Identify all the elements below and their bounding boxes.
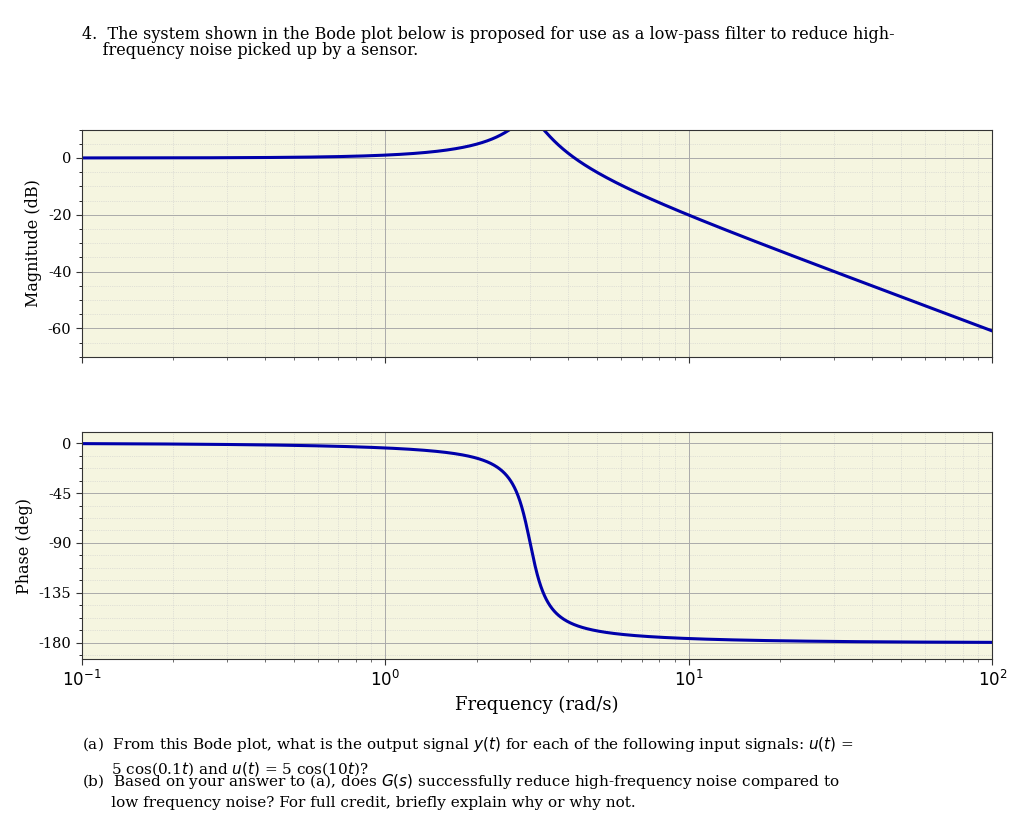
Text: frequency noise picked up by a sensor.: frequency noise picked up by a sensor.	[82, 43, 418, 59]
Y-axis label: Phase (deg): Phase (deg)	[16, 498, 33, 593]
Text: (b)  Based on your answer to (a), does $G(s)$ successfully reduce high-frequency: (b) Based on your answer to (a), does $G…	[82, 772, 840, 810]
Text: (a)  From this Bode plot, what is the output signal $y(t)$ for each of the follo: (a) From this Bode plot, what is the out…	[82, 735, 853, 779]
Y-axis label: Magnitude (dB): Magnitude (dB)	[26, 179, 42, 307]
Text: 4.  The system shown in the Bode plot below is proposed for use as a low-pass fi: 4. The system shown in the Bode plot bel…	[82, 26, 894, 43]
X-axis label: Frequency (rad/s): Frequency (rad/s)	[455, 695, 619, 714]
